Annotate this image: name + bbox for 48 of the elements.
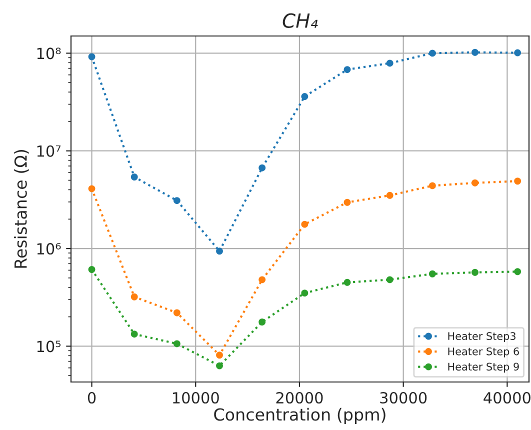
legend-label: Heater Step 6 — [448, 347, 519, 358]
point — [386, 60, 394, 67]
x-tick-label: 10000 — [173, 392, 219, 404]
point — [514, 49, 522, 56]
point — [173, 197, 180, 204]
x-tick-label: 30000 — [380, 392, 427, 404]
chart-title: CH₄ — [282, 13, 318, 28]
point — [472, 48, 478, 56]
point — [173, 340, 180, 348]
point — [514, 268, 522, 276]
point — [258, 318, 266, 326]
point — [386, 276, 394, 284]
point — [216, 352, 223, 359]
point — [514, 178, 522, 185]
point — [301, 93, 308, 100]
x-tick-label: 20000 — [276, 392, 323, 404]
point — [386, 192, 394, 199]
point — [130, 330, 138, 338]
point — [216, 248, 223, 255]
point — [301, 290, 308, 297]
point — [472, 268, 478, 276]
point — [88, 266, 96, 273]
point — [344, 278, 351, 286]
point — [258, 164, 266, 172]
x-tick-label: 40000 — [484, 392, 530, 404]
point — [428, 50, 436, 57]
point — [472, 179, 478, 186]
y-axis-title: Resistance (Ω) — [14, 150, 29, 268]
point — [130, 174, 138, 180]
point — [428, 182, 436, 190]
x-axis-title: Concentration (ppm) — [214, 408, 386, 424]
y-tick-label: 10⁶ — [37, 243, 61, 255]
legend-label: Heater Step3 — [448, 332, 516, 342]
point — [88, 53, 96, 60]
point — [344, 198, 351, 206]
y-tick-label: 10⁷ — [37, 145, 61, 157]
y-tick-label: 10⁵ — [37, 340, 61, 352]
y-tick-label: 10⁸ — [37, 48, 61, 60]
x-tick-label: 0 — [88, 392, 96, 404]
point — [258, 276, 266, 284]
point — [88, 185, 96, 192]
point — [216, 362, 223, 370]
legend-label: Heater Step 9 — [448, 362, 519, 373]
point — [428, 270, 436, 278]
point — [173, 309, 180, 316]
point — [301, 220, 308, 228]
point — [344, 66, 351, 74]
point — [130, 293, 138, 300]
